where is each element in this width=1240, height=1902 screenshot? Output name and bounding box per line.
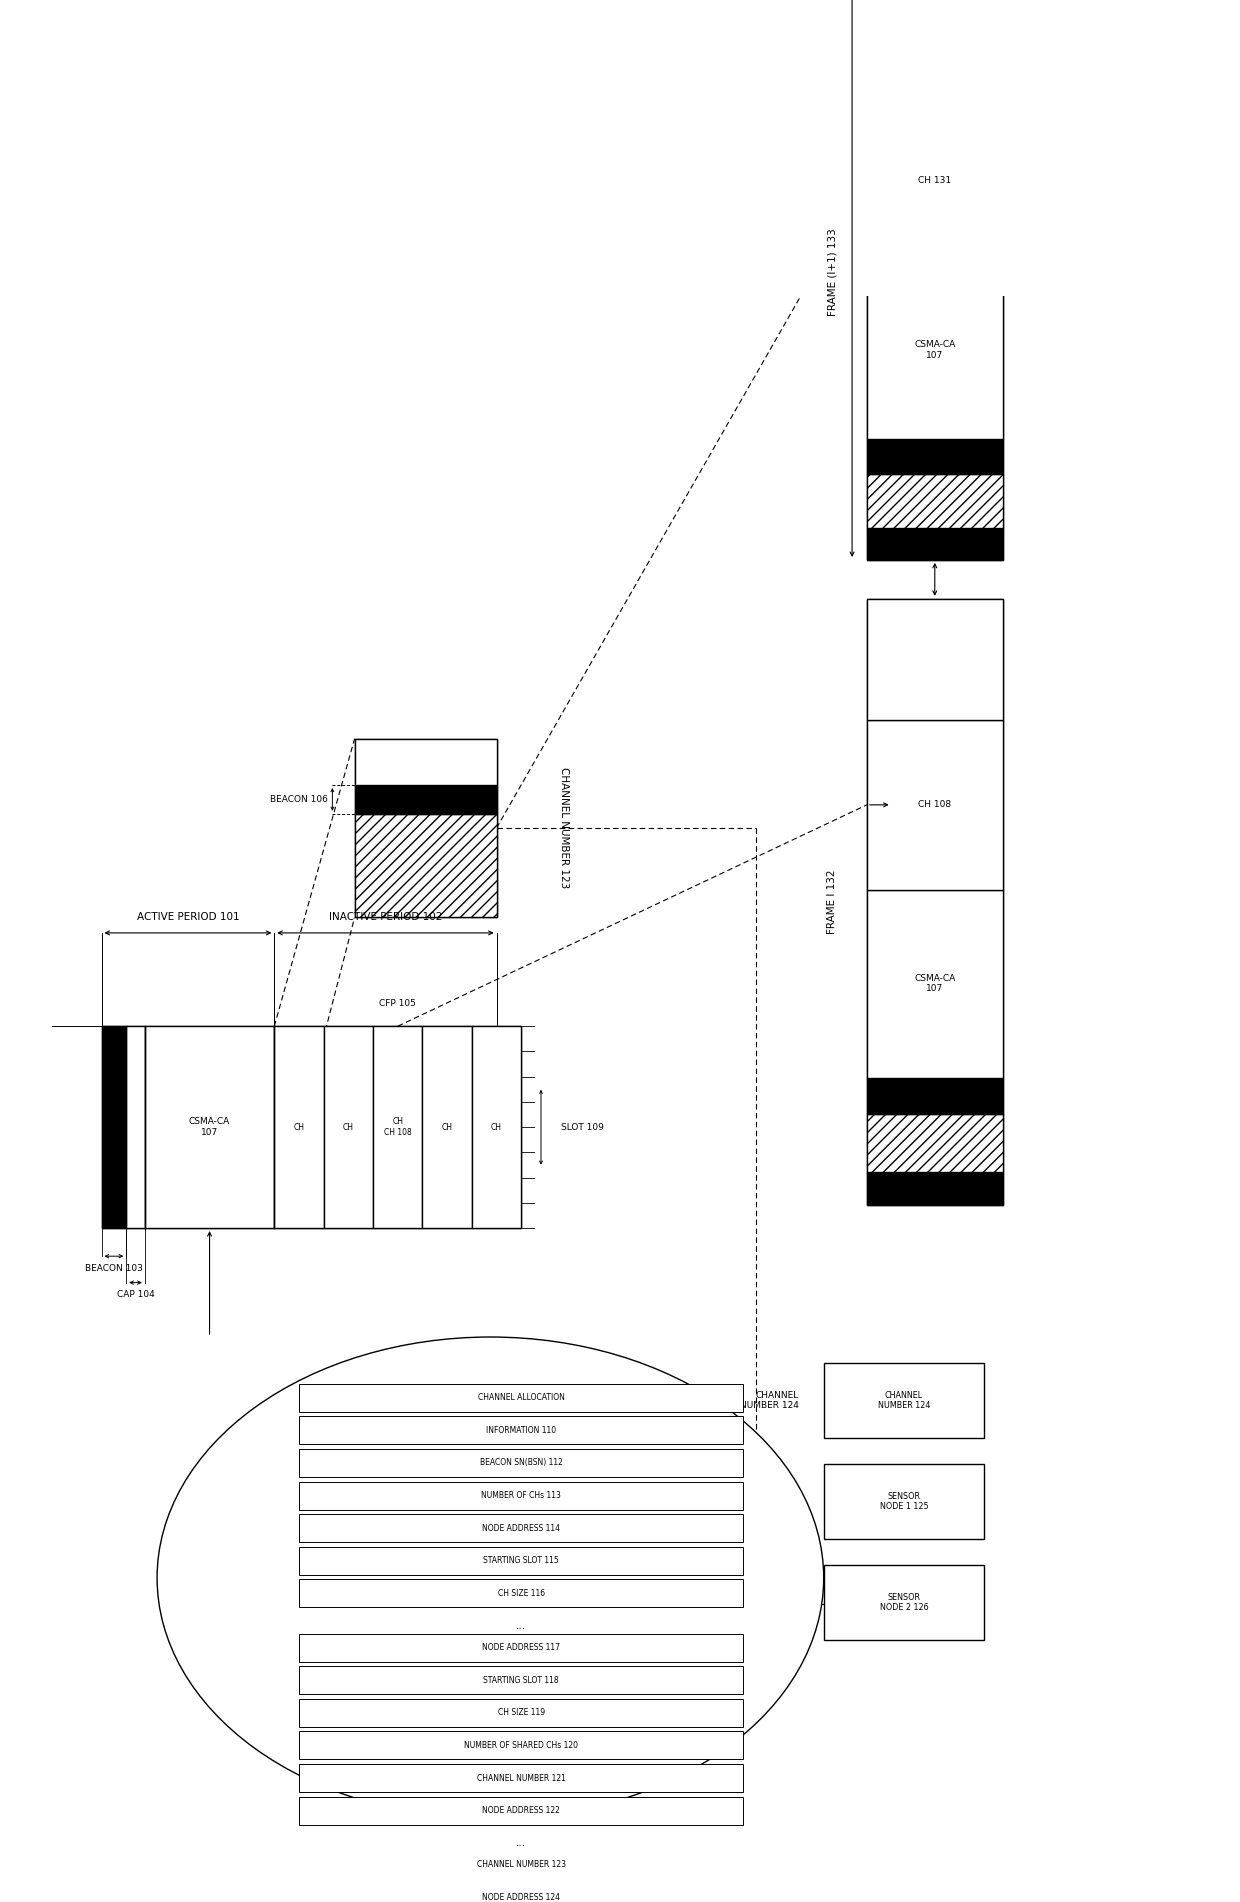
Bar xyxy=(867,529,1003,559)
Bar xyxy=(373,1027,423,1229)
Bar xyxy=(299,1731,744,1759)
Bar xyxy=(299,1634,744,1662)
Bar xyxy=(324,1027,373,1229)
Bar xyxy=(867,474,1003,529)
Bar xyxy=(299,1546,744,1575)
Text: CAP 104: CAP 104 xyxy=(117,1290,154,1299)
Bar xyxy=(299,1851,744,1879)
Bar xyxy=(355,738,496,786)
Ellipse shape xyxy=(157,1337,823,1818)
Bar xyxy=(823,1465,985,1539)
Text: CHANNEL ALLOCATION: CHANNEL ALLOCATION xyxy=(477,1392,564,1402)
Bar xyxy=(355,786,496,814)
Bar xyxy=(299,1579,744,1607)
Text: CH: CH xyxy=(491,1122,502,1132)
Text: CSMA-CA
107: CSMA-CA 107 xyxy=(914,974,955,993)
Text: CSMA-CA
107: CSMA-CA 107 xyxy=(188,1118,231,1137)
Text: NODE ADDRESS 117: NODE ADDRESS 117 xyxy=(482,1643,560,1653)
Text: INACTIVE PERIOD 102: INACTIVE PERIOD 102 xyxy=(329,913,443,922)
Bar xyxy=(867,721,1003,890)
Bar xyxy=(355,738,496,917)
Text: ...: ... xyxy=(516,1621,526,1630)
Text: CH: CH xyxy=(294,1122,305,1132)
Bar xyxy=(274,1027,324,1229)
Text: CHANNEL NUMBER 121: CHANNEL NUMBER 121 xyxy=(477,1773,565,1782)
Bar xyxy=(299,1698,744,1727)
Text: FRAME (I+1) 133: FRAME (I+1) 133 xyxy=(827,228,837,316)
Bar xyxy=(299,1765,744,1792)
Bar xyxy=(423,1027,472,1229)
Bar xyxy=(299,1666,744,1695)
Bar xyxy=(299,1383,744,1411)
Text: BEACON 103: BEACON 103 xyxy=(86,1265,143,1272)
Bar xyxy=(299,1417,744,1444)
Text: CHANNEL NUMBER 123: CHANNEL NUMBER 123 xyxy=(476,1860,565,1870)
Bar xyxy=(867,0,1003,559)
Bar xyxy=(867,599,1003,1204)
Text: CH
CH 108: CH CH 108 xyxy=(384,1118,412,1137)
Bar xyxy=(299,1449,744,1476)
Bar xyxy=(299,1482,744,1510)
Text: NUMBER OF SHARED CHs 120: NUMBER OF SHARED CHs 120 xyxy=(464,1740,578,1750)
Text: STARTING SLOT 115: STARTING SLOT 115 xyxy=(484,1556,559,1565)
Bar xyxy=(823,1364,985,1438)
Text: CHANNEL
NUMBER 124: CHANNEL NUMBER 124 xyxy=(740,1390,799,1411)
Text: CHANNEL
NUMBER 124: CHANNEL NUMBER 124 xyxy=(878,1390,930,1411)
Text: BEACON 106: BEACON 106 xyxy=(269,795,327,805)
Text: FRAME I 132: FRAME I 132 xyxy=(827,869,837,934)
Bar xyxy=(299,1514,744,1543)
Bar xyxy=(299,1797,744,1824)
Bar xyxy=(102,1027,521,1229)
Text: CFP 105: CFP 105 xyxy=(379,999,417,1008)
Bar xyxy=(867,261,1003,439)
Text: CH: CH xyxy=(441,1122,453,1132)
Text: CSMA-CA
107: CSMA-CA 107 xyxy=(914,340,955,359)
Text: SENSOR
NODE 2 126: SENSOR NODE 2 126 xyxy=(879,1594,929,1613)
Bar xyxy=(867,890,1003,1078)
Bar xyxy=(867,99,1003,261)
Text: CHANNEL NUMBER 123: CHANNEL NUMBER 123 xyxy=(559,767,569,888)
Text: CH SIZE 119: CH SIZE 119 xyxy=(497,1708,544,1718)
Text: BEACON SN(BSN) 112: BEACON SN(BSN) 112 xyxy=(480,1459,563,1468)
Text: NODE ADDRESS 114: NODE ADDRESS 114 xyxy=(482,1524,560,1533)
Text: STARTING SLOT 118: STARTING SLOT 118 xyxy=(484,1676,559,1685)
Bar xyxy=(867,1172,1003,1204)
Text: ACTIVE PERIOD 101: ACTIVE PERIOD 101 xyxy=(136,913,239,922)
Text: CH: CH xyxy=(343,1122,353,1132)
Bar xyxy=(102,1027,126,1229)
Bar xyxy=(867,439,1003,474)
Text: NODE ADDRESS 122: NODE ADDRESS 122 xyxy=(482,1807,560,1815)
Text: ...: ... xyxy=(516,1837,526,1847)
Text: NODE ADDRESS 124: NODE ADDRESS 124 xyxy=(482,1892,560,1902)
Text: CH SIZE 116: CH SIZE 116 xyxy=(497,1588,544,1598)
Text: CH 131: CH 131 xyxy=(919,175,951,184)
Bar xyxy=(867,1115,1003,1172)
Bar xyxy=(867,0,1003,99)
Bar xyxy=(355,814,496,917)
Bar xyxy=(867,599,1003,721)
Text: CH 108: CH 108 xyxy=(919,801,951,810)
Bar xyxy=(867,1078,1003,1115)
Bar xyxy=(823,1565,985,1640)
Bar xyxy=(145,1027,274,1229)
Bar xyxy=(126,1027,145,1229)
Bar xyxy=(472,1027,521,1229)
Text: SLOT 109: SLOT 109 xyxy=(560,1122,604,1132)
Text: NUMBER OF CHs 113: NUMBER OF CHs 113 xyxy=(481,1491,562,1501)
Text: SENSOR
NODE 1 125: SENSOR NODE 1 125 xyxy=(879,1491,929,1512)
Text: INFORMATION 110: INFORMATION 110 xyxy=(486,1426,557,1434)
Bar xyxy=(299,1883,744,1902)
